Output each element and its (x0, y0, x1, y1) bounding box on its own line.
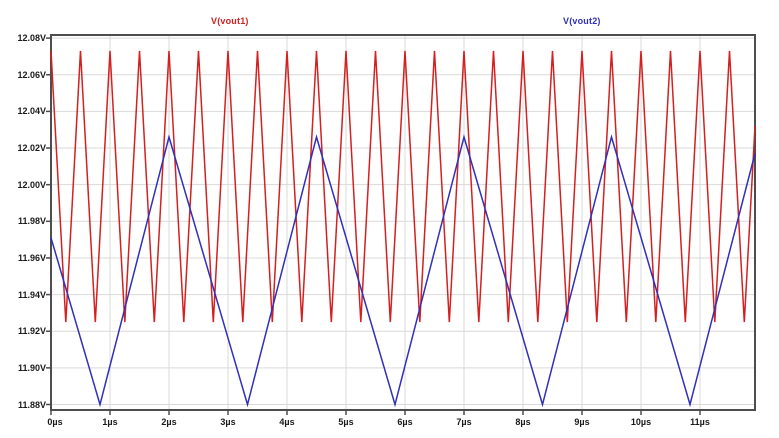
y-tick-label: 12.08V (17, 33, 46, 44)
legend-vout1-label: V(vout1) (211, 16, 249, 26)
trace-vvout2 (50, 134, 756, 408)
x-tick-label: 9µs (574, 417, 590, 427)
y-tick-label: 11.96V (17, 252, 46, 263)
x-tick-label: 8µs (515, 417, 531, 427)
x-tick-label: 7µs (456, 417, 472, 427)
x-tick-label: 0µs (47, 417, 63, 427)
y-tick-label: 12.00V (17, 179, 46, 190)
x-tick-label: 6µs (397, 417, 413, 427)
y-tick-label: 12.02V (17, 143, 46, 154)
trace-vvout1 (50, 50, 756, 323)
x-tick-label: 5µs (338, 417, 354, 427)
x-tick-label: 2µs (161, 417, 177, 427)
x-tick-label: 3µs (220, 417, 236, 427)
y-tick-label: 11.98V (17, 216, 46, 227)
plot-border (50, 34, 756, 411)
x-tick-label: 4µs (279, 417, 295, 427)
y-tick-label: 11.90V (17, 362, 46, 373)
x-tick-label: 11µs (690, 417, 710, 427)
y-tick-label: 11.88V (17, 399, 46, 410)
y-tick-label: 12.06V (17, 69, 46, 80)
y-tick-label: 11.92V (17, 326, 46, 337)
y-tick-label: 11.94V (17, 289, 46, 300)
legend-vout2-label: V(vout2) (563, 16, 601, 26)
x-tick-label: 1µs (102, 417, 118, 427)
x-tick-label: 10µs (630, 417, 652, 427)
axis-ticks (46, 37, 701, 415)
y-tick-label: 12.04V (17, 106, 46, 117)
